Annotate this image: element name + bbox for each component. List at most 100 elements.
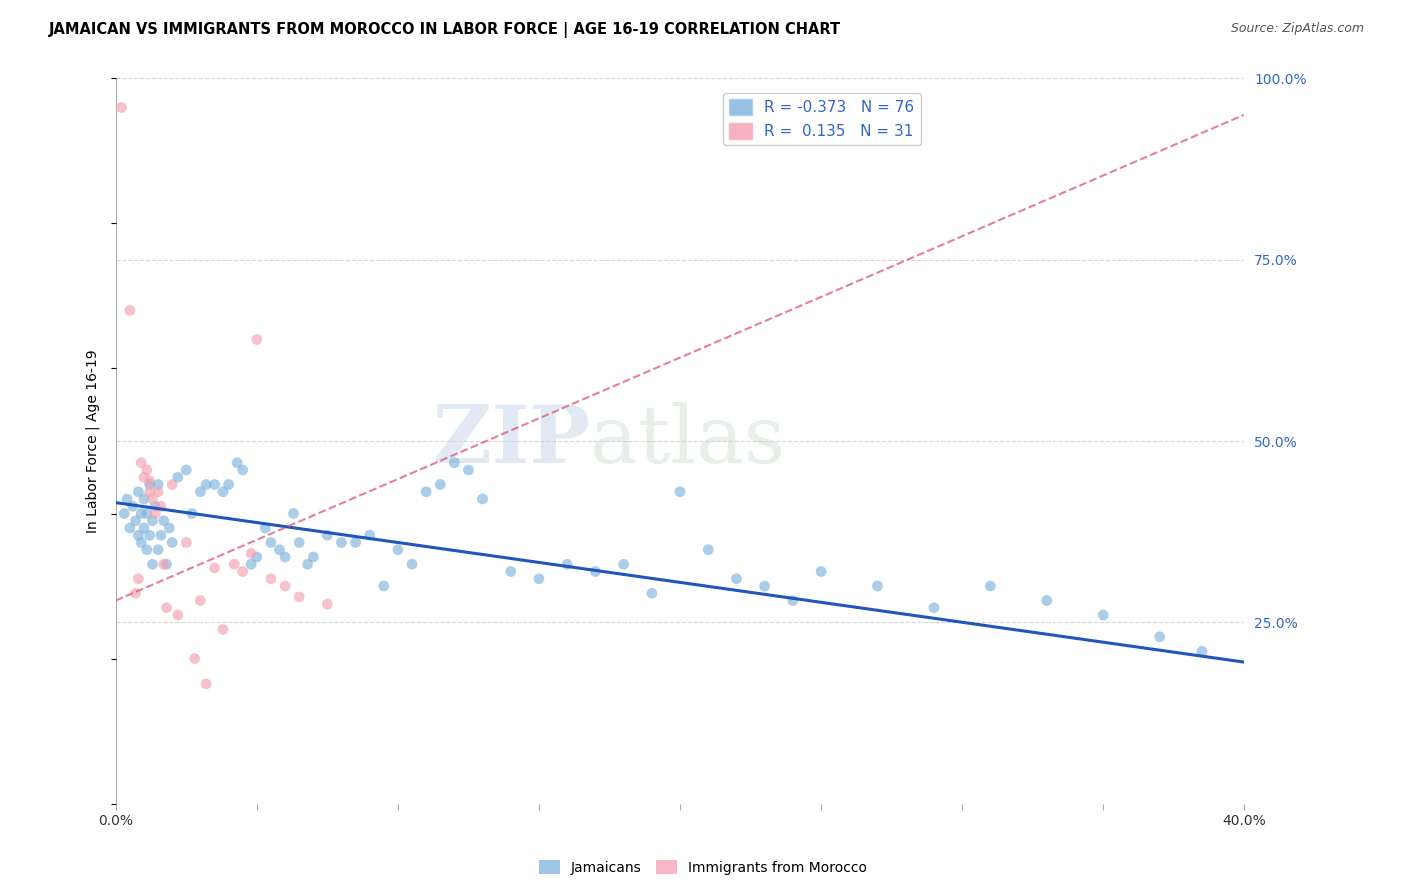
Point xyxy=(922,600,945,615)
Point xyxy=(288,535,311,549)
Point xyxy=(160,477,183,491)
Legend: Jamaicans, Immigrants from Morocco: Jamaicans, Immigrants from Morocco xyxy=(534,855,872,880)
Point xyxy=(127,484,149,499)
Point xyxy=(176,463,198,477)
Point xyxy=(240,558,263,572)
Point xyxy=(979,579,1001,593)
Point xyxy=(149,500,172,514)
Point xyxy=(359,528,381,542)
Point xyxy=(176,535,198,549)
Point xyxy=(127,528,149,542)
Point xyxy=(260,535,283,549)
Point xyxy=(669,484,692,499)
Point xyxy=(782,593,804,607)
Point xyxy=(283,507,305,521)
Point xyxy=(415,484,437,499)
Point xyxy=(118,521,141,535)
Point xyxy=(127,572,149,586)
Text: ZIP: ZIP xyxy=(433,402,589,480)
Point xyxy=(725,572,748,586)
Point xyxy=(641,586,664,600)
Point xyxy=(269,542,291,557)
Point xyxy=(457,463,479,477)
Point xyxy=(112,507,135,521)
Point xyxy=(555,558,578,572)
Point xyxy=(166,607,188,622)
Point xyxy=(274,579,297,593)
Point xyxy=(149,528,172,542)
Point xyxy=(195,477,218,491)
Point xyxy=(146,477,169,491)
Text: Source: ZipAtlas.com: Source: ZipAtlas.com xyxy=(1230,22,1364,36)
Point xyxy=(146,542,169,557)
Point xyxy=(135,507,157,521)
Point xyxy=(527,572,550,586)
Point xyxy=(135,542,157,557)
Point xyxy=(143,507,166,521)
Point xyxy=(155,600,177,615)
Point xyxy=(132,470,155,484)
Point xyxy=(330,535,353,549)
Point xyxy=(155,558,177,572)
Point xyxy=(212,484,235,499)
Point xyxy=(195,677,218,691)
Point xyxy=(152,514,174,528)
Point xyxy=(132,521,155,535)
Point xyxy=(115,491,138,506)
Point xyxy=(132,491,155,506)
Point xyxy=(697,542,720,557)
Y-axis label: In Labor Force | Age 16-19: In Labor Force | Age 16-19 xyxy=(86,349,100,533)
Point xyxy=(129,535,152,549)
Point xyxy=(401,558,423,572)
Point xyxy=(344,535,367,549)
Point xyxy=(1149,630,1171,644)
Point xyxy=(143,500,166,514)
Point xyxy=(129,507,152,521)
Point xyxy=(613,558,636,572)
Point xyxy=(471,491,494,506)
Point xyxy=(190,593,212,607)
Point xyxy=(240,546,263,560)
Point xyxy=(121,500,143,514)
Point xyxy=(316,597,339,611)
Point xyxy=(138,484,160,499)
Point xyxy=(110,100,132,114)
Point xyxy=(224,558,246,572)
Point xyxy=(754,579,776,593)
Point xyxy=(1191,644,1213,658)
Point xyxy=(443,456,465,470)
Point xyxy=(260,572,283,586)
Point xyxy=(387,542,409,557)
Point xyxy=(135,463,157,477)
Point xyxy=(138,477,160,491)
Text: JAMAICAN VS IMMIGRANTS FROM MOROCCO IN LABOR FORCE | AGE 16-19 CORRELATION CHART: JAMAICAN VS IMMIGRANTS FROM MOROCCO IN L… xyxy=(49,22,841,38)
Point xyxy=(373,579,395,593)
Point xyxy=(141,558,163,572)
Point xyxy=(157,521,180,535)
Point xyxy=(166,470,188,484)
Point xyxy=(129,456,152,470)
Point xyxy=(204,561,226,575)
Point xyxy=(866,579,889,593)
Point xyxy=(138,528,160,542)
Point xyxy=(1092,607,1115,622)
Point xyxy=(316,528,339,542)
Point xyxy=(297,558,319,572)
Point xyxy=(232,565,254,579)
Point xyxy=(246,333,269,347)
Point xyxy=(288,590,311,604)
Point xyxy=(583,565,606,579)
Legend: R = -0.373   N = 76, R =  0.135   N = 31: R = -0.373 N = 76, R = 0.135 N = 31 xyxy=(723,94,921,145)
Point xyxy=(218,477,240,491)
Point xyxy=(204,477,226,491)
Point xyxy=(160,535,183,549)
Text: atlas: atlas xyxy=(589,402,785,480)
Point xyxy=(1036,593,1059,607)
Point xyxy=(138,474,160,488)
Point xyxy=(141,514,163,528)
Point xyxy=(124,586,146,600)
Point xyxy=(212,623,235,637)
Point xyxy=(810,565,832,579)
Point xyxy=(184,651,207,665)
Point xyxy=(181,507,204,521)
